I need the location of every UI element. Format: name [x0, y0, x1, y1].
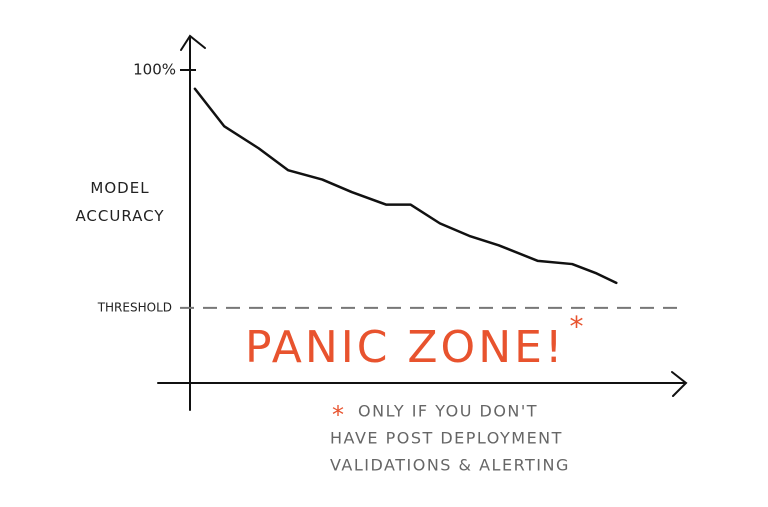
footnote-line: HAVE POST DEPLOYMENT: [330, 429, 563, 448]
y-tick-label: 100%: [133, 61, 176, 79]
footnote-line: VALIDATIONS & ALERTING: [330, 456, 570, 475]
accuracy-line: [193, 87, 618, 285]
axes: [157, 34, 688, 411]
footnote-line: ONLY IF YOU DON'T: [358, 402, 538, 421]
annotation: PANIC ZONE!: [245, 322, 566, 373]
threshold-label: THRESHOLD: [97, 300, 172, 314]
y-axis-label: MODEL ACCURACY: [75, 179, 165, 225]
annotation-marker: *: [570, 310, 584, 343]
footnote-marker: *: [332, 401, 344, 429]
